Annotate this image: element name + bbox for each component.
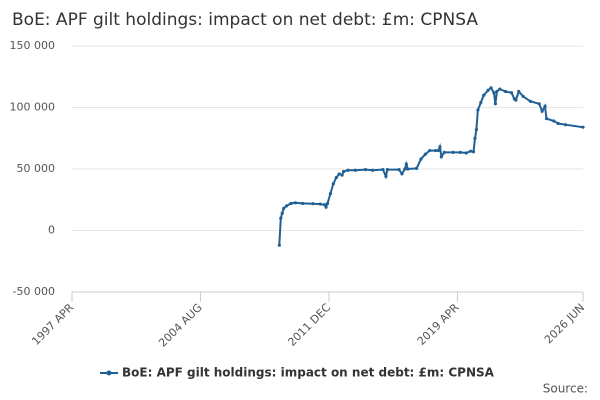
series-line [278,86,584,246]
point [486,88,490,92]
point [293,201,297,205]
point [385,168,389,172]
point [363,168,368,172]
point [311,202,315,206]
chart-title: BoE: APF gilt holdings: impact on net de… [12,10,478,30]
point [504,89,508,94]
point [498,87,502,91]
point [397,168,401,172]
point [423,152,427,156]
point [544,116,549,121]
legend-label: BoE: APF gilt holdings: impact on net de… [122,366,495,380]
point [458,150,462,154]
point [514,98,518,102]
point [404,162,408,166]
legend-marker [106,370,112,376]
y-tick-label: 100 000 [10,101,56,114]
point [492,91,496,95]
point [509,91,514,95]
point [537,102,541,106]
point [414,166,419,170]
point [322,203,327,207]
point [495,89,499,94]
point [301,201,305,206]
x-tick-label: 2026 JUN [542,301,587,346]
point [474,128,479,132]
point [517,89,521,94]
point [476,108,480,112]
point [280,211,284,215]
point [464,151,468,155]
point [556,121,560,126]
point [471,150,476,154]
x-tick-label: 2011 DEC [285,301,333,349]
point [419,157,423,161]
point [482,93,486,97]
source: Source: [543,382,588,396]
y-tick-label: 50 000 [17,162,56,175]
point [334,176,338,180]
point [331,182,335,186]
point [381,168,385,172]
point [543,104,547,108]
point [289,201,293,206]
point [439,155,443,159]
point [428,148,432,153]
point [277,243,281,247]
x-tick-label: 2019 APR [415,301,462,348]
point [581,125,585,129]
point [403,167,407,171]
point [489,86,493,90]
point [400,172,404,176]
point [328,192,333,196]
point [353,168,357,172]
point [540,109,544,113]
point [442,150,446,154]
point [468,149,473,153]
y-tick-label: 0 [48,224,55,237]
point [384,174,388,178]
point [563,123,568,127]
point [451,150,455,154]
point [346,168,350,172]
point [528,99,533,103]
point [438,145,442,149]
point [473,136,477,140]
point [341,169,346,174]
x-tick-label: 1997 APR [29,301,76,348]
point [337,172,341,176]
point [282,206,286,210]
point [493,102,497,106]
point [552,119,556,123]
point [324,205,328,209]
point [318,202,322,206]
point [371,168,375,172]
point [285,204,289,208]
point [279,216,283,220]
y-tick-label: -50 000 [13,285,55,298]
point [521,94,525,99]
point [325,201,330,206]
point [433,148,438,153]
point [340,173,344,177]
x-tick-label: 2004 AUG [156,301,205,350]
point [436,148,441,153]
point [406,167,410,171]
point [479,100,483,105]
y-tick-label: 150 000 [10,39,56,52]
